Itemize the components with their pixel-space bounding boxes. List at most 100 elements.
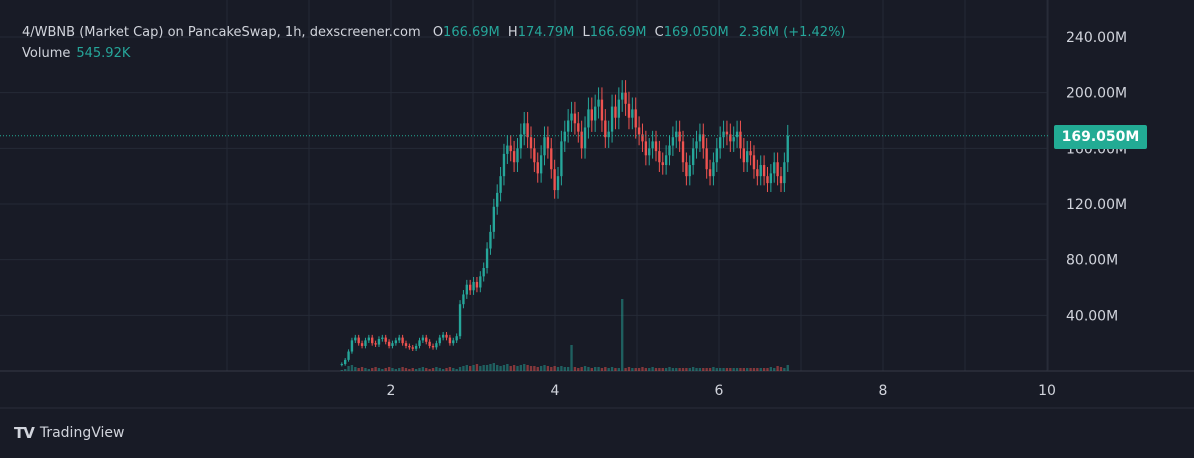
candle-body (496, 192, 499, 207)
candle-body (340, 364, 343, 366)
candle-body (418, 340, 421, 346)
volume-bar (668, 367, 671, 371)
volume-bar (509, 366, 512, 371)
volume-legend: Volume 545.92K (22, 46, 130, 61)
candle-body (512, 151, 516, 163)
candle-body (624, 92, 627, 104)
candle-body (759, 165, 762, 177)
volume-bar (367, 369, 371, 371)
volume-bar (462, 366, 465, 371)
candle-body (448, 337, 452, 344)
candle-body (661, 162, 664, 166)
volume-bar (546, 366, 550, 371)
volume-label: Volume (22, 46, 71, 61)
candle-body (604, 120, 607, 138)
volume-bar (448, 367, 452, 371)
volume-bar (566, 367, 570, 371)
volume-bar (560, 366, 563, 371)
candle-body (560, 141, 563, 177)
candle-body (502, 153, 506, 177)
candle-body (644, 141, 648, 156)
volume-bar (526, 365, 529, 371)
candle-body (732, 137, 735, 142)
volume-bar (678, 368, 681, 371)
tradingview-branding[interactable]: TV TradingView (14, 424, 124, 442)
candle-body (563, 131, 566, 142)
volume-bar (435, 367, 438, 371)
candle-body (411, 347, 414, 349)
volume-bar (746, 368, 749, 371)
x-tick-label: 6 (715, 383, 724, 399)
candle-body (377, 338, 381, 345)
candle-body (695, 141, 698, 149)
volume-bar (587, 367, 590, 371)
candle-body (387, 341, 391, 346)
candle-body (566, 120, 570, 132)
volume-bar (739, 368, 742, 371)
candle-body (438, 337, 441, 344)
volume-bar (756, 368, 759, 371)
volume-bar (468, 366, 472, 371)
candle-body (570, 113, 573, 121)
candle-body (428, 341, 431, 346)
candle-body (617, 99, 621, 118)
y-tick-label: 80.00M (1066, 253, 1118, 269)
candle-body (391, 343, 394, 346)
grid-lines (0, 0, 1048, 371)
volume-bar (492, 363, 496, 371)
volume-bar (749, 368, 752, 371)
high-label: H (507, 25, 518, 40)
volume-bar (398, 368, 401, 371)
volume-bar (651, 367, 654, 371)
candle-body (384, 337, 387, 342)
candle-body (506, 145, 509, 154)
candle-body (546, 137, 550, 149)
close-label: C (654, 25, 664, 40)
candle-body (414, 345, 418, 349)
volume-bar (773, 368, 776, 371)
volume-bar (347, 366, 350, 371)
volume-bar (732, 368, 735, 371)
volume-bar (715, 368, 718, 371)
candle-body (458, 304, 462, 337)
candle-body (499, 176, 502, 193)
candle-body (529, 137, 533, 149)
volume-bar (404, 368, 408, 371)
volume-bar (414, 369, 418, 371)
volume-bar (401, 367, 404, 371)
candle-body (468, 284, 472, 291)
tradingview-label: TradingView (39, 425, 125, 441)
candle-body (465, 284, 468, 295)
volume-bar (783, 368, 786, 371)
volume-bar (381, 369, 384, 371)
candle-body (621, 92, 624, 100)
candle-body (455, 336, 458, 341)
candle-body (664, 155, 668, 166)
close-value: 169.050M (663, 25, 729, 40)
candle-body (671, 137, 675, 146)
volume-bar (533, 366, 536, 371)
candle-body (577, 123, 580, 132)
candle-body (539, 155, 543, 174)
volume-bar (580, 367, 583, 371)
volume-bar (648, 368, 651, 371)
candle-body (371, 337, 374, 344)
volume-bar (529, 366, 533, 371)
candle-body (421, 337, 425, 341)
volume-bar (539, 366, 543, 371)
volume-bar (394, 369, 398, 371)
volume-bar (455, 369, 458, 371)
candle-body (472, 281, 475, 291)
volume-bar (671, 368, 675, 371)
candle-body (526, 123, 529, 138)
volume-bar (675, 368, 678, 371)
volume-bar (387, 367, 391, 371)
volume-bar (506, 364, 509, 371)
volume-bar (371, 368, 374, 371)
symbol-title: 4/WBNB (Market Cap) on PancakeSwap, 1h, … (22, 25, 421, 40)
candle-body (597, 99, 600, 107)
candle-body (712, 162, 715, 177)
